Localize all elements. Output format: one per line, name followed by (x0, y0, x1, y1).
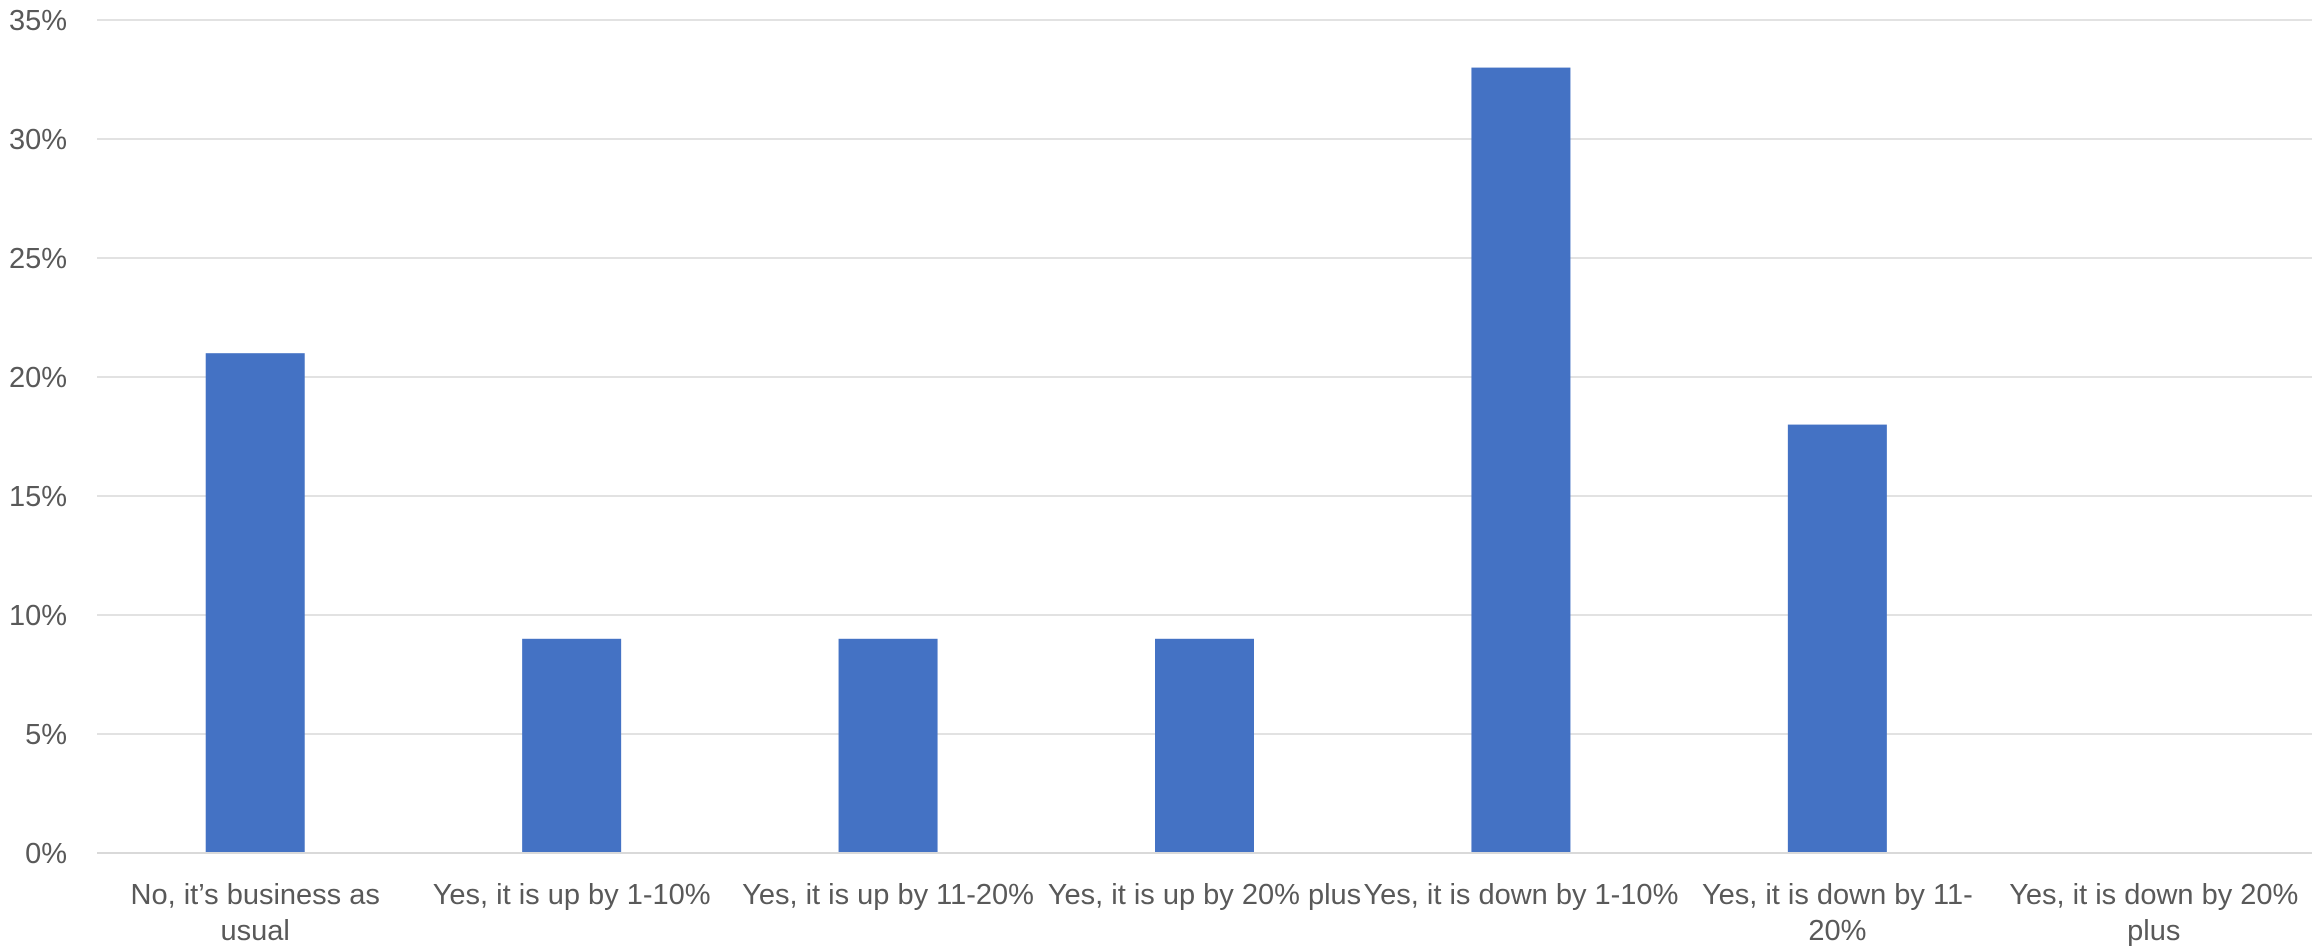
x-category-label: No, it’s business as usual (131, 879, 380, 947)
bar (1471, 67, 1571, 854)
x-category-label: Yes, it is down by 1-10% (1363, 879, 1678, 911)
bars (205, 67, 1887, 854)
x-category-label-line: Yes, it is down by 20% (2009, 879, 2298, 911)
x-category-label: Yes, it is up by 11-20% (742, 879, 1034, 911)
x-category-label-line: Yes, it is up by 1-10% (433, 879, 711, 911)
x-category-label: Yes, it is down by 20% plus (2009, 879, 2298, 947)
x-category-label: Yes, it is up by 20% plus (1048, 879, 1361, 911)
y-tick-label: 20% (9, 362, 67, 394)
x-category-label-line: usual (221, 915, 290, 947)
bar (1787, 424, 1887, 853)
y-tick-label: 35% (9, 5, 67, 37)
y-tick-label: 5% (25, 719, 67, 751)
y-tick-label: 25% (9, 243, 67, 275)
x-category-label-line: No, it’s business as (131, 879, 380, 911)
y-tick-label: 30% (9, 124, 67, 156)
gridlines (97, 19, 2312, 735)
x-category-label-line: Yes, it is down by 1-10% (1363, 879, 1678, 911)
bar (838, 638, 938, 853)
x-category-label-line: Yes, it is down by 11- (1702, 879, 1973, 911)
y-tick-label: 15% (9, 481, 67, 513)
y-tick-label: 0% (25, 838, 67, 870)
bar (522, 638, 622, 853)
x-category-label-line: Yes, it is up by 20% plus (1048, 879, 1361, 911)
x-category-label-line: plus (2127, 915, 2180, 947)
bar (1155, 638, 1254, 853)
x-category-label: Yes, it is up by 1-10% (433, 879, 711, 911)
x-category-label-line: 20% (1808, 915, 1866, 947)
x-category-label-line: Yes, it is up by 11-20% (742, 879, 1034, 911)
x-category-label: Yes, it is down by 11- 20% (1702, 879, 1973, 947)
y-tick-label: 10% (9, 600, 67, 632)
bar (205, 353, 305, 853)
x-axis-category-labels: No, it’s business as usual Yes, it is up b… (131, 879, 2299, 947)
y-axis-tick-labels: 0% 5% 10% 15% 20% 25% 30% 35% (9, 5, 67, 870)
